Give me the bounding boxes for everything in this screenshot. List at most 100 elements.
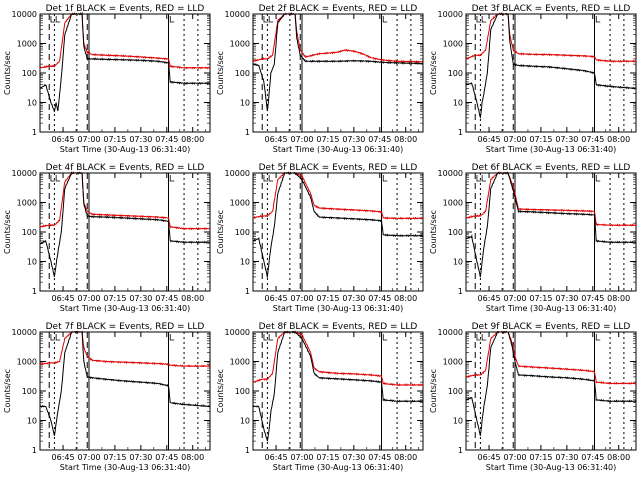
x-tick-label: 07:15 — [103, 135, 126, 144]
bracket-marker — [50, 334, 55, 341]
series-line-lld — [465, 330, 637, 385]
series-line-lld — [39, 171, 211, 231]
panel-title: Det 5f BLACK = Events, RED = LLD — [259, 163, 418, 173]
x-tick-label: 07:15 — [103, 453, 126, 462]
y-axis-label: Counts/sec — [429, 369, 438, 413]
bracket-marker — [481, 175, 487, 182]
x-tick-label: 07:30 — [342, 453, 365, 462]
x-tick-label: 07:45 — [155, 453, 178, 462]
y-axis-label: Counts/sec — [216, 210, 225, 254]
bracket-marker — [169, 334, 175, 341]
bracket-marker — [169, 175, 175, 182]
y-tick-label: 10 — [453, 258, 463, 267]
y-tick-label: 10000 — [438, 10, 463, 19]
y-tick-label: 100 — [22, 228, 37, 237]
y-tick-label: 1000 — [17, 199, 37, 208]
bracket-marker — [263, 16, 268, 23]
x-tick-label: 07:45 — [581, 294, 604, 303]
x-tick-label: 07:30 — [555, 453, 578, 462]
y-tick-label: 100 — [448, 228, 463, 237]
y-tick-label: 100 — [235, 69, 250, 78]
bracket-marker — [476, 16, 481, 23]
y-tick-label: 1000 — [443, 358, 463, 367]
x-axis-label: Start Time (30-Aug-13 06:31:40) — [273, 304, 404, 313]
x-axis-label: Start Time (30-Aug-13 06:31:40) — [60, 463, 191, 472]
bracket-marker — [268, 16, 274, 23]
x-tick-label: 07:30 — [129, 135, 152, 144]
y-tick-label: 1 — [458, 128, 463, 137]
y-tick-label: 1 — [32, 446, 37, 455]
x-tick-label: 07:45 — [368, 294, 391, 303]
y-tick-label: 10 — [240, 417, 250, 426]
x-tick-label: 07:30 — [342, 135, 365, 144]
x-tick-label: 07:00 — [77, 135, 100, 144]
bracket-marker — [476, 175, 481, 182]
bracket-marker — [476, 334, 481, 341]
panel-title: Det 6f BLACK = Events, RED = LLD — [472, 163, 631, 173]
y-tick-label: 10000 — [438, 169, 463, 178]
y-tick-label: 10 — [240, 258, 250, 267]
y-axis-label: Counts/sec — [429, 210, 438, 254]
bracket-marker — [595, 16, 601, 23]
y-tick-label: 1000 — [230, 358, 250, 367]
bracket-marker — [263, 334, 268, 341]
y-tick-label: 1 — [458, 446, 463, 455]
x-tick-label: 06:45 — [52, 135, 75, 144]
x-tick-label: 06:45 — [265, 135, 288, 144]
detector-panel-4: Det 4f BLACK = Events, RED = LLD 1 10 100 10… — [3, 163, 211, 313]
series-line-events — [39, 11, 211, 112]
series-line-lld — [465, 12, 637, 63]
series-line-events — [39, 330, 211, 436]
series-line-events — [252, 171, 424, 278]
bracket-marker — [481, 334, 487, 341]
y-tick-label: 10 — [240, 99, 250, 108]
series-line-events — [465, 330, 637, 436]
y-axis-label: Counts/sec — [3, 369, 12, 413]
x-axis-label: Start Time (30-Aug-13 06:31:40) — [486, 304, 617, 313]
panel-title: Det 9f BLACK = Events, RED = LLD — [472, 322, 631, 332]
y-tick-label: 1 — [245, 128, 250, 137]
series-line-events — [39, 171, 211, 278]
x-tick-label: 07:45 — [581, 135, 604, 144]
x-tick-label: 07:15 — [316, 135, 339, 144]
y-axis-label: Counts/sec — [429, 51, 438, 95]
y-tick-label: 100 — [22, 387, 37, 396]
bracket-marker — [268, 175, 274, 182]
x-tick-label: 08:00 — [181, 135, 204, 144]
x-axis-label: Start Time (30-Aug-13 06:31:40) — [273, 145, 404, 154]
detector-panel-1: Det 1f BLACK = Events, RED = LLD 1 10 100 10… — [3, 4, 211, 154]
y-tick-label: 10 — [27, 417, 37, 426]
panel-title: Det 8f BLACK = Events, RED = LLD — [259, 322, 418, 332]
y-tick-label: 10000 — [225, 10, 250, 19]
panel-title: Det 1f BLACK = Events, RED = LLD — [46, 4, 205, 14]
bracket-marker — [55, 175, 61, 182]
x-tick-label: 07:45 — [155, 294, 178, 303]
x-tick-label: 07:30 — [129, 294, 152, 303]
y-tick-label: 10000 — [225, 169, 250, 178]
x-tick-label: 07:00 — [77, 294, 100, 303]
bracket-marker — [382, 175, 388, 182]
x-tick-label: 07:30 — [555, 294, 578, 303]
series-line-events — [465, 171, 636, 278]
bracket-marker — [382, 16, 388, 23]
x-tick-label: 07:30 — [555, 135, 578, 144]
series-line-lld — [39, 11, 211, 70]
bracket-marker — [263, 175, 268, 182]
detector-panel-8: Det 8f BLACK = Events, RED = LLD 1 10 100 10… — [216, 322, 424, 472]
x-tick-label: 08:00 — [394, 453, 417, 462]
x-tick-label: 08:00 — [181, 294, 204, 303]
series-line-lld — [39, 330, 211, 368]
y-axis-label: Counts/sec — [3, 210, 12, 254]
x-tick-label: 08:00 — [394, 135, 417, 144]
x-axis-label: Start Time (30-Aug-13 06:31:40) — [60, 304, 191, 313]
series-line-lld — [252, 330, 424, 387]
x-tick-label: 07:15 — [316, 294, 339, 303]
y-axis-label: Counts/sec — [216, 51, 225, 95]
x-tick-label: 07:00 — [290, 135, 313, 144]
y-axis-label: Counts/sec — [216, 369, 225, 413]
y-tick-label: 10000 — [225, 328, 250, 337]
y-tick-label: 1000 — [443, 40, 463, 49]
bracket-marker — [382, 334, 388, 341]
